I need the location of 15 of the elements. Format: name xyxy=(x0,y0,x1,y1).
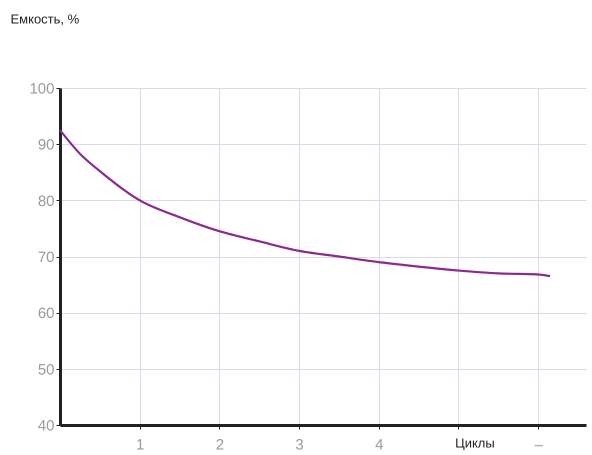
y-tick-label: 90 xyxy=(38,136,54,154)
x-tick-label: 4 xyxy=(375,436,384,454)
y-axis-title: Емкость, % xyxy=(10,12,80,26)
x-tick-label: – xyxy=(534,436,544,454)
x-tick-label: 1 xyxy=(136,436,144,454)
y-tick-label: 40 xyxy=(38,418,54,434)
y-tick-label: 80 xyxy=(38,192,54,210)
line-series xyxy=(58,129,552,278)
y-tick-label: 60 xyxy=(38,305,54,322)
y-tick-label: 100 xyxy=(29,80,54,98)
y-tick-label: 70 xyxy=(38,249,54,266)
x-tick-label: 3 xyxy=(295,436,304,454)
x-tick-label: 2 xyxy=(216,436,224,454)
x-axis-title: Циклы xyxy=(455,436,495,450)
y-tick-label: 50 xyxy=(38,361,54,378)
